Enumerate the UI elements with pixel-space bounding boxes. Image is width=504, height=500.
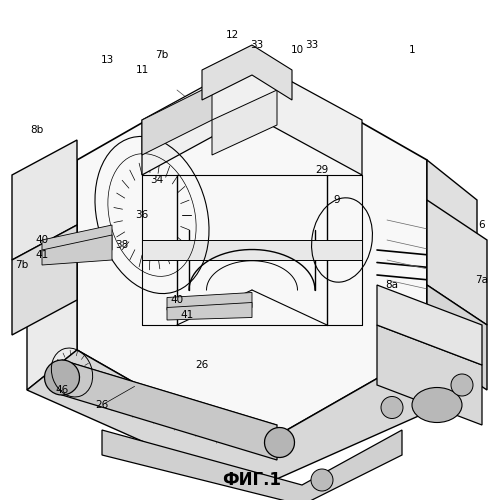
Circle shape	[311, 469, 333, 491]
Text: 34: 34	[150, 175, 164, 185]
Text: 38: 38	[115, 240, 129, 250]
Polygon shape	[77, 60, 427, 450]
Polygon shape	[102, 430, 402, 500]
Polygon shape	[427, 285, 487, 390]
Text: 9: 9	[334, 195, 340, 205]
Text: 8a: 8a	[386, 280, 399, 290]
Polygon shape	[212, 90, 277, 155]
Circle shape	[451, 374, 473, 396]
Text: 10: 10	[290, 45, 303, 55]
Polygon shape	[42, 235, 112, 265]
Polygon shape	[12, 140, 77, 260]
Polygon shape	[377, 325, 482, 425]
Polygon shape	[202, 45, 292, 100]
Circle shape	[381, 396, 403, 418]
Polygon shape	[142, 85, 212, 155]
Polygon shape	[167, 302, 252, 320]
Text: 13: 13	[100, 55, 113, 65]
Text: 7b: 7b	[16, 260, 29, 270]
Text: 7b: 7b	[155, 50, 169, 60]
Polygon shape	[62, 360, 277, 460]
Ellipse shape	[265, 428, 294, 458]
Text: 33: 33	[250, 40, 264, 50]
Text: ФИГ.1: ФИГ.1	[222, 471, 282, 489]
Polygon shape	[427, 160, 477, 390]
Text: 41: 41	[180, 310, 194, 320]
Text: 7a: 7a	[475, 275, 488, 285]
Text: 46: 46	[55, 385, 69, 395]
Text: 12: 12	[225, 30, 238, 40]
Polygon shape	[377, 285, 482, 365]
Polygon shape	[427, 200, 487, 325]
Ellipse shape	[44, 360, 80, 395]
Polygon shape	[142, 60, 362, 175]
Text: 1: 1	[409, 45, 415, 55]
Polygon shape	[12, 225, 77, 335]
Text: 8b: 8b	[30, 125, 44, 135]
Text: 26: 26	[196, 360, 209, 370]
Polygon shape	[42, 225, 112, 255]
Polygon shape	[27, 160, 77, 390]
Polygon shape	[167, 292, 252, 310]
Text: 6: 6	[479, 220, 485, 230]
Polygon shape	[27, 350, 477, 490]
Text: 11: 11	[136, 65, 149, 75]
Text: 40: 40	[35, 235, 48, 245]
Text: 33: 33	[305, 40, 319, 50]
Ellipse shape	[412, 388, 462, 422]
Text: 29: 29	[316, 165, 329, 175]
Text: 41: 41	[35, 250, 48, 260]
Text: 40: 40	[170, 295, 183, 305]
Text: 36: 36	[136, 210, 149, 220]
Polygon shape	[142, 240, 362, 260]
Text: 26: 26	[95, 400, 109, 410]
